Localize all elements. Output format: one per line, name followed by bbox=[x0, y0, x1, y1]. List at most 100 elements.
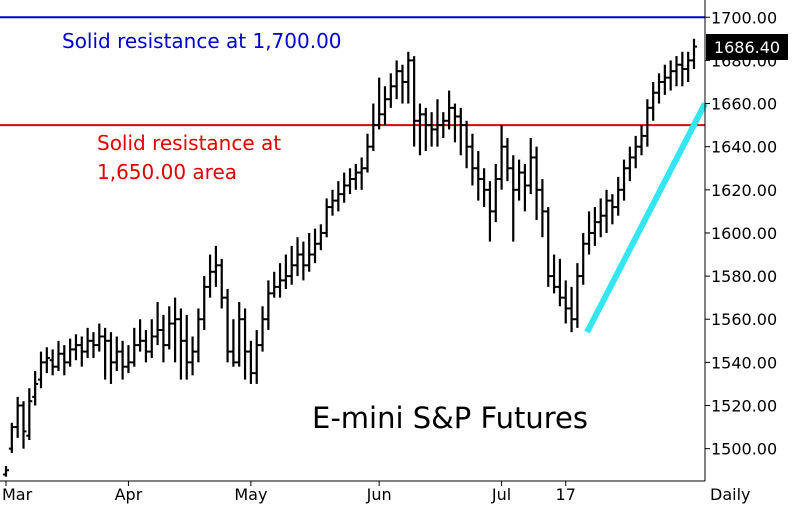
ohlc-bar bbox=[591, 207, 598, 246]
ohlc-bar bbox=[160, 314, 167, 363]
last-price-badge bbox=[706, 34, 788, 60]
y-tick-label: 1600.00 bbox=[711, 224, 777, 243]
y-tick-label: 1660.00 bbox=[711, 95, 777, 114]
ohlc-bar bbox=[277, 263, 284, 298]
x-tick-label: Jun bbox=[366, 485, 392, 504]
ohlc-bar bbox=[533, 146, 540, 221]
ohlc-bar bbox=[183, 314, 190, 380]
ohlc-bar bbox=[516, 159, 523, 201]
ohlc-bar bbox=[650, 81, 657, 121]
ohlc-bar bbox=[609, 194, 616, 225]
ohlc-bar bbox=[381, 86, 388, 126]
ohlc-bar bbox=[26, 388, 33, 441]
ohlc-bar bbox=[492, 163, 499, 223]
ohlc-bar bbox=[586, 211, 593, 255]
ohlc-bar bbox=[679, 51, 686, 87]
ohlc-bar bbox=[556, 258, 563, 307]
ohlc-bar bbox=[428, 112, 435, 147]
ohlc-bar bbox=[615, 176, 622, 216]
ohlc-bar bbox=[638, 125, 645, 156]
trendline-group bbox=[584, 102, 708, 334]
ohlc-bar bbox=[323, 198, 330, 238]
ohlc-bar bbox=[224, 289, 231, 363]
resistance-label-1650-line-0: Solid resistance at bbox=[97, 131, 281, 155]
ohlc-bar bbox=[61, 345, 68, 376]
ohlc-bar bbox=[422, 107, 429, 151]
ohlc-bar bbox=[691, 38, 697, 70]
ohlc-bar bbox=[306, 232, 313, 272]
ohlc-bar bbox=[457, 107, 464, 156]
ohlc-bar bbox=[142, 330, 149, 363]
ohlc-bar bbox=[661, 64, 668, 95]
ohlc-bar bbox=[113, 336, 120, 371]
ohlc-bar bbox=[317, 224, 324, 251]
ohlc-bar bbox=[469, 133, 476, 186]
ohlc-bar bbox=[399, 64, 406, 104]
ohlc-bar bbox=[195, 308, 202, 363]
ohlc-bar bbox=[510, 155, 517, 242]
ohlc-bar bbox=[236, 301, 243, 367]
ohlc-bar bbox=[551, 254, 558, 294]
ohlc-bar bbox=[207, 254, 214, 298]
y-tick-label: 1560.00 bbox=[711, 310, 777, 329]
chart-title: E-mini S&P Futures bbox=[312, 401, 588, 435]
ohlc-bar bbox=[347, 168, 353, 195]
x-tick-label: May bbox=[234, 485, 267, 504]
ohlc-bar bbox=[201, 276, 208, 331]
ohlc-bar bbox=[621, 159, 628, 201]
ohlc-bar bbox=[644, 99, 651, 147]
x-axis-ticks: Mar Apr May Jun Jul 17 bbox=[2, 481, 576, 504]
ohlc-bar bbox=[685, 51, 692, 82]
y-tick-label: 1700.00 bbox=[711, 8, 777, 27]
ohlc-bar bbox=[90, 332, 97, 359]
ohlc-bar bbox=[265, 280, 272, 331]
ohlc-bar bbox=[626, 146, 633, 182]
ohlc-bar bbox=[154, 301, 161, 346]
ohlc-bar bbox=[125, 345, 132, 374]
ohlc-bar bbox=[300, 241, 307, 281]
ohlc-bar bbox=[148, 319, 155, 359]
y-tick-label: 1520.00 bbox=[711, 397, 777, 416]
y-tick-label: 1640.00 bbox=[711, 138, 777, 157]
ohlc-bar bbox=[3, 465, 9, 477]
y-tick-label: 1500.00 bbox=[711, 440, 777, 459]
ohlc-bar bbox=[212, 245, 219, 287]
ohlc-bar bbox=[486, 181, 493, 242]
ohlc-bar bbox=[603, 189, 610, 233]
ohlc-bar bbox=[177, 308, 184, 380]
ohlc-bar bbox=[189, 336, 196, 376]
ohlc-bar bbox=[527, 138, 534, 195]
ohlc-bar bbox=[288, 245, 295, 285]
ohlc-bar bbox=[416, 103, 423, 156]
ohlc-bar bbox=[504, 138, 511, 182]
ohlc-bar bbox=[55, 340, 62, 371]
ohlc-bar bbox=[49, 349, 56, 376]
ohlc-bar bbox=[370, 103, 377, 151]
ohlc-bar bbox=[387, 73, 394, 108]
y-tick-label: 1580.00 bbox=[711, 267, 777, 286]
ohlc-bar bbox=[498, 125, 505, 190]
ohlc-bar bbox=[597, 198, 604, 238]
ohlc-bar bbox=[242, 308, 249, 380]
ohlc-bar bbox=[411, 56, 418, 147]
last-price-marker: 1686.40 bbox=[706, 34, 788, 60]
ohlc-bar bbox=[481, 168, 488, 208]
ohlc-bar bbox=[393, 60, 400, 100]
ohlc-bar bbox=[656, 73, 663, 104]
ohlc-bar bbox=[294, 237, 301, 277]
ohlc-bar bbox=[37, 351, 44, 389]
y-tick-label: 1540.00 bbox=[711, 353, 777, 372]
ohlc-bar bbox=[230, 319, 237, 367]
ohlc-bar bbox=[329, 189, 336, 216]
ohlc-bar bbox=[440, 112, 447, 139]
ohlc-bar bbox=[580, 232, 587, 285]
ohlc-bar bbox=[20, 401, 27, 449]
ohlc-bar bbox=[102, 327, 109, 380]
ohlc-bar bbox=[358, 157, 365, 190]
ohlc-bar bbox=[259, 306, 266, 352]
x-tick-label: Jul bbox=[491, 485, 511, 504]
resistance-label-1700: Solid resistance at 1,700.00 bbox=[62, 29, 342, 53]
last-price-value: 1686.40 bbox=[714, 38, 780, 57]
ohlc-bar bbox=[271, 271, 278, 298]
ohlc-bar bbox=[84, 327, 91, 359]
